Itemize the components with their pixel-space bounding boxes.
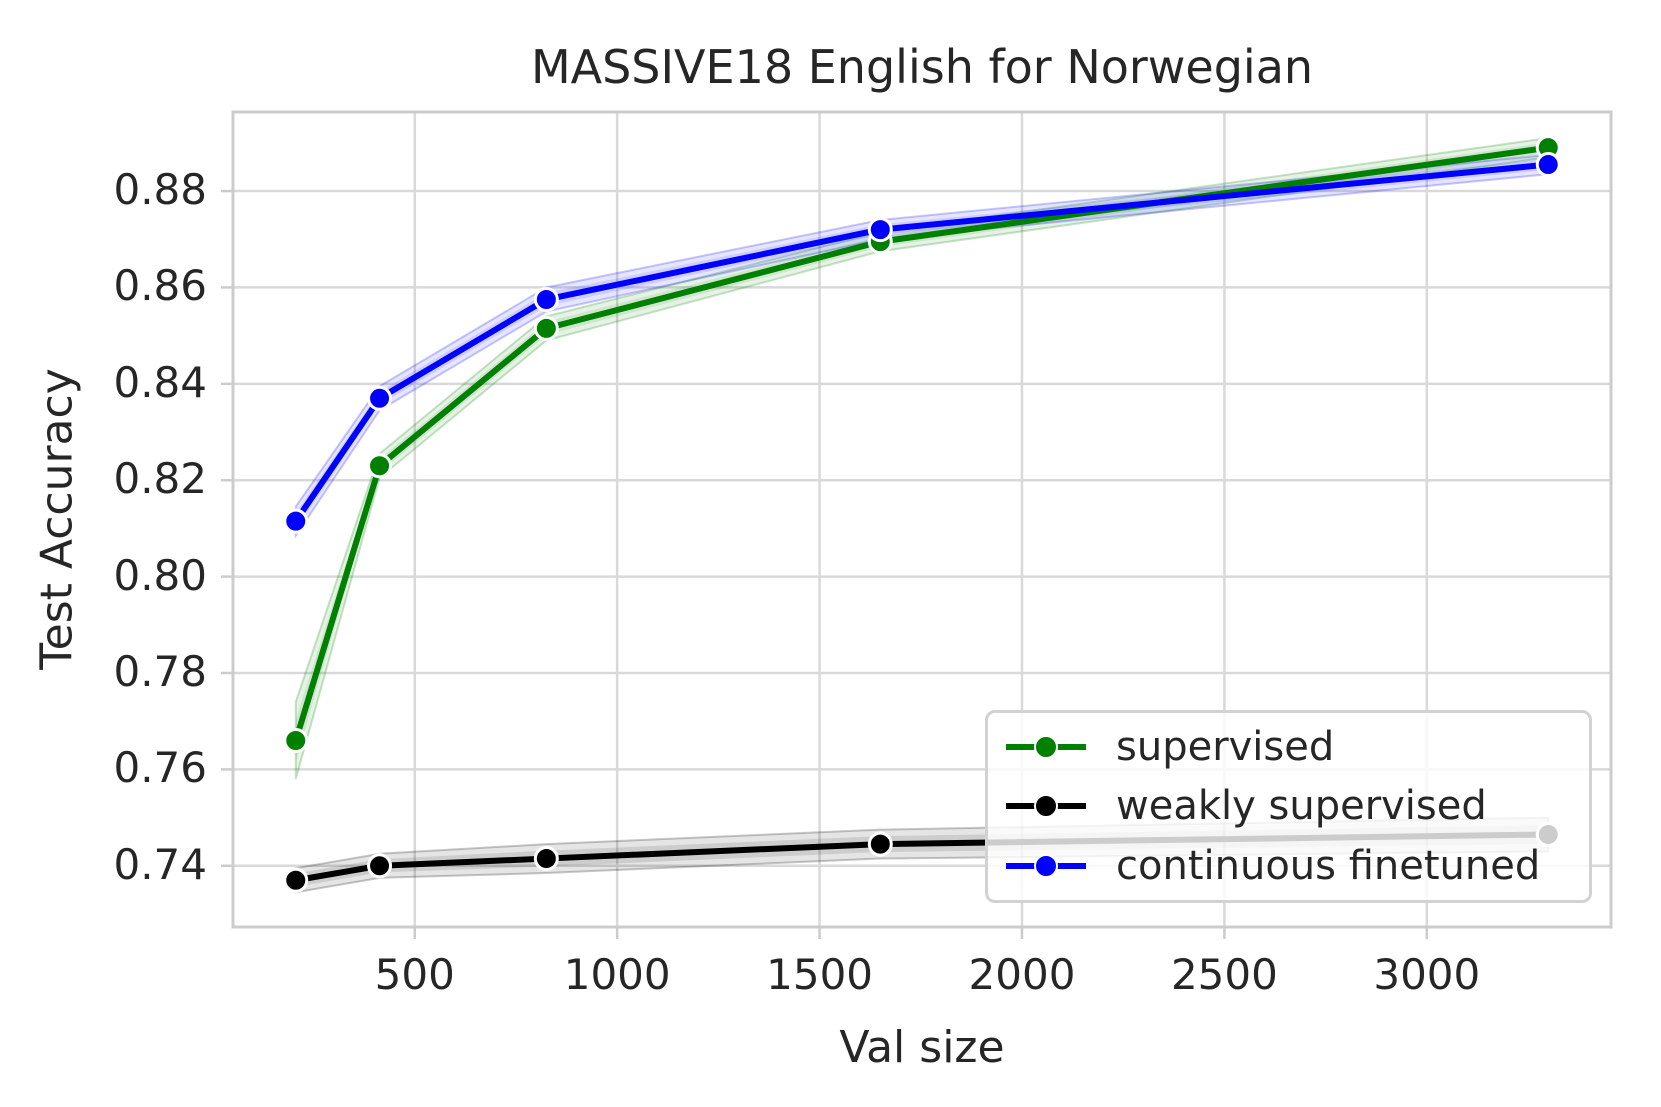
y-tick-label: 0.74 (113, 839, 207, 889)
y-tick-label: 0.76 (113, 743, 207, 793)
legend-label-continuous-finetuned: continuous finetuned (1116, 843, 1541, 890)
data-point (367, 853, 393, 879)
x-tick-label: 1000 (563, 950, 671, 999)
plot-border (231, 110, 1613, 929)
x-tick-label: 500 (374, 950, 455, 999)
legend-row-weakly-supervised: weakly supervised (1004, 783, 1589, 829)
data-point (533, 846, 559, 872)
series-continuous-finetuned (283, 152, 1561, 534)
legend: supervised weakly supervised continuous … (985, 710, 1592, 903)
y-tick-label: 0.86 (113, 261, 207, 311)
x-axis-label: Val size (839, 1022, 1005, 1073)
confidence-band-continuous-finetuned (294, 153, 1550, 539)
data-point (367, 385, 393, 411)
data-point (283, 727, 309, 753)
data-point (283, 867, 309, 893)
chart-title: MASSIVE18 English for Norwegian (530, 40, 1314, 94)
legend-row-continuous-finetuned: continuous finetuned (1004, 843, 1589, 889)
legend-marker-supervised (1006, 734, 1086, 759)
y-tick-label: 0.88 (113, 165, 207, 215)
y-tick-label: 0.82 (113, 454, 207, 504)
data-point (367, 453, 393, 479)
data-point (533, 286, 559, 312)
legend-row-supervised: supervised (1004, 724, 1589, 770)
legend-label-weakly-supervised: weakly supervised (1116, 783, 1487, 830)
series-line (292, 144, 1549, 742)
legend-marker-weakly-supervised (1006, 794, 1086, 819)
data-point (1535, 152, 1561, 178)
x-tick-label: 2500 (1170, 950, 1278, 999)
y-tick-label: 0.80 (113, 550, 207, 600)
y-axis-label: Test Accuracy (31, 368, 83, 670)
x-tick-label: 3000 (1373, 950, 1481, 999)
legend-label-supervised: supervised (1116, 723, 1335, 770)
data-point (867, 831, 893, 857)
x-tick-label: 1500 (766, 950, 874, 999)
legend-marker-continuous-finetuned (1006, 854, 1086, 879)
data-point (867, 217, 893, 243)
data-point (533, 315, 559, 341)
y-tick-label: 0.84 (113, 357, 207, 407)
data-point (283, 508, 309, 534)
x-tick-label: 2000 (968, 950, 1076, 999)
y-tick-label: 0.78 (113, 647, 207, 696)
